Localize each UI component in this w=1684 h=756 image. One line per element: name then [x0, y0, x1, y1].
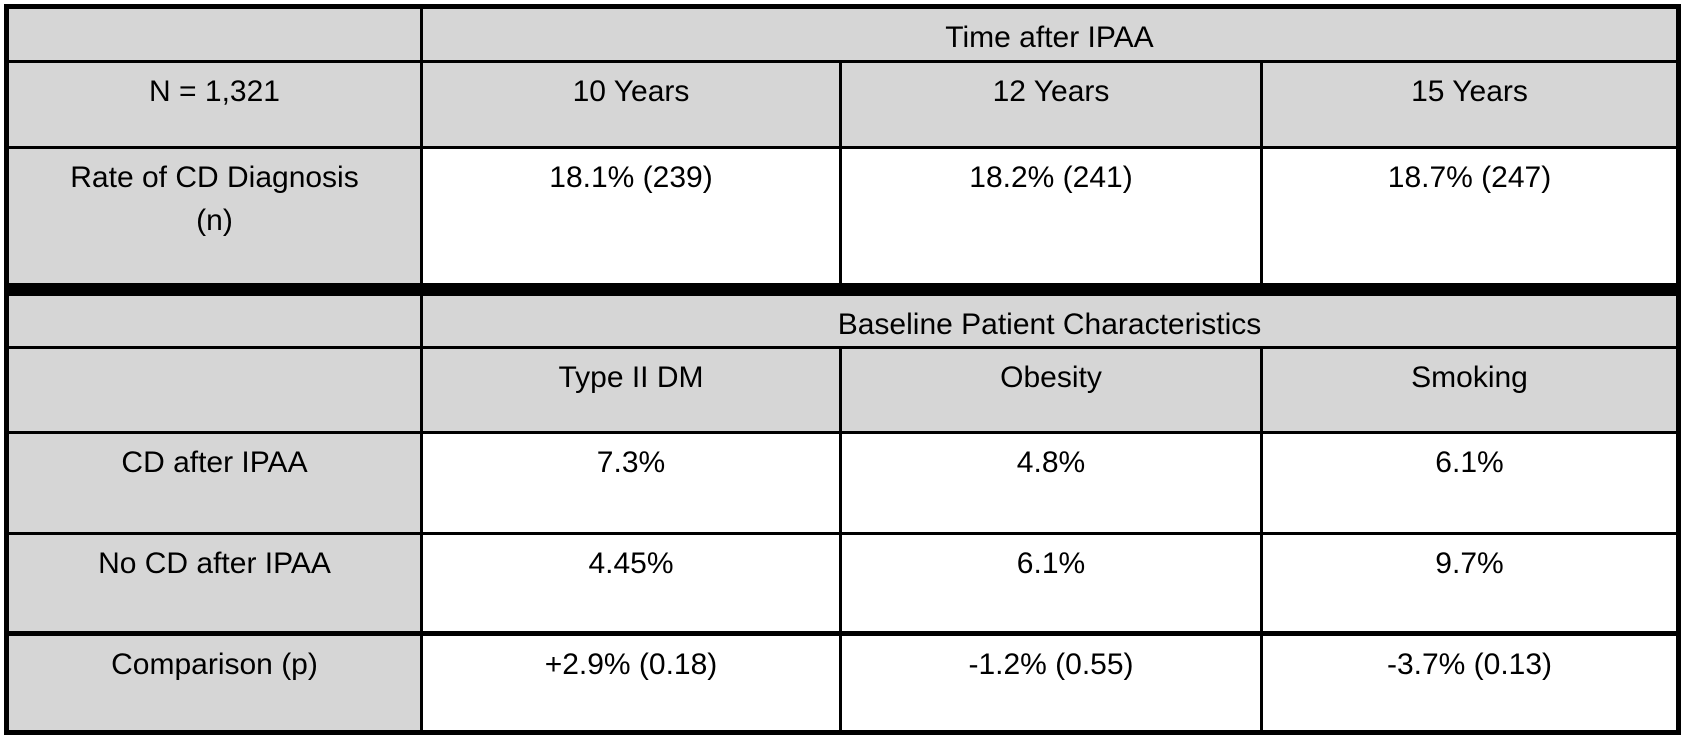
row-header-comparison-p: Comparison (p) — [5, 631, 423, 734]
data-cell-cd-obesity: 4.8% — [839, 431, 1263, 535]
row-rate-of-cd-diagnosis: Rate of CD Diagnosis (n) 18.1% (239) 18.… — [5, 145, 1680, 291]
data-cell-rate-12y: 18.2% (241) — [839, 145, 1263, 291]
col-header-smoking: Smoking — [1260, 346, 1680, 434]
col-header-15-years: 15 Years — [1260, 59, 1680, 149]
empty-cell — [5, 346, 423, 434]
col-header-obesity: Obesity — [839, 346, 1263, 434]
row-comparison: Comparison (p) +2.9% (0.18) -1.2% (0.55)… — [5, 631, 1680, 734]
empty-corner-cell — [5, 5, 423, 63]
empty-cell — [5, 282, 423, 349]
data-cell-rate-10y: 18.1% (239) — [420, 145, 842, 291]
col-header-12-years: 12 Years — [839, 59, 1263, 149]
row-cd-after-ipaa: CD after IPAA 7.3% 4.8% 6.1% — [5, 431, 1680, 535]
row-header-rate-of-cd-diagnosis: Rate of CD Diagnosis (n) — [5, 145, 423, 291]
row-time-after-ipaa-header: Time after IPAA — [5, 5, 1680, 63]
row-header-no-cd-after-ipaa: No CD after IPAA — [5, 532, 423, 635]
span-header-baseline-characteristics: Baseline Patient Characteristics — [420, 282, 1680, 349]
data-cell-cd-smoking: 6.1% — [1260, 431, 1680, 535]
data-cell-nocd-smoking: 9.7% — [1260, 532, 1680, 635]
data-cell-cd-dm: 7.3% — [420, 431, 842, 535]
row-header-cd-after-ipaa: CD after IPAA — [5, 431, 423, 535]
data-cell-comparison-smoking: -3.7% (0.13) — [1260, 631, 1680, 734]
row-baseline-characteristics-header: Baseline Patient Characteristics — [5, 282, 1680, 349]
row-characteristic-headers: Type II DM Obesity Smoking — [5, 346, 1680, 434]
col-header-type-ii-dm: Type II DM — [420, 346, 842, 434]
data-cell-nocd-obesity: 6.1% — [839, 532, 1263, 635]
row-no-cd-after-ipaa: No CD after IPAA 4.45% 6.1% 9.7% — [5, 532, 1680, 635]
data-cell-comparison-obesity: -1.2% (0.55) — [839, 631, 1263, 734]
ipaa-cd-study-table: Time after IPAA N = 1,321 10 Years 12 Ye… — [4, 4, 1681, 735]
data-cell-comparison-dm: +2.9% (0.18) — [420, 631, 842, 734]
span-header-time-after-ipaa: Time after IPAA — [420, 5, 1680, 63]
data-cell-nocd-dm: 4.45% — [420, 532, 842, 635]
cohort-size-cell: N = 1,321 — [5, 59, 423, 149]
data-cell-rate-15y: 18.7% (247) — [1260, 145, 1680, 291]
col-header-10-years: 10 Years — [420, 59, 842, 149]
row-years-headers: N = 1,321 10 Years 12 Years 15 Years — [5, 59, 1680, 149]
